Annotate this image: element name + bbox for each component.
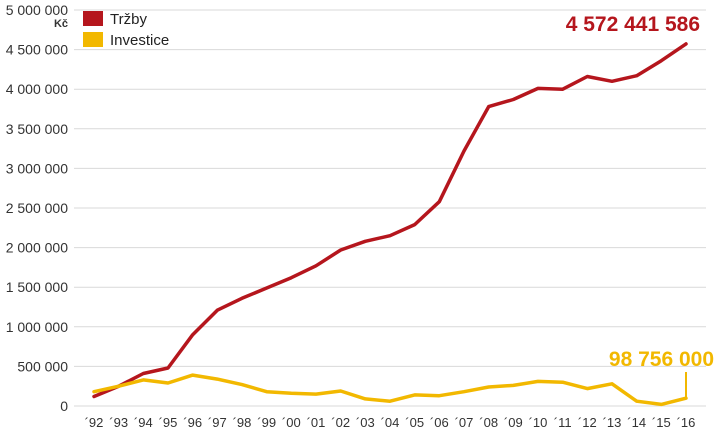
- x-tick-label: ´00: [282, 415, 301, 430]
- x-tick-label: ´14: [627, 415, 646, 430]
- x-tick-label: ´02: [331, 415, 350, 430]
- grid-lines: [74, 9, 706, 407]
- x-tick-label: ´99: [257, 415, 276, 430]
- y-tick-label: 500 000: [17, 358, 68, 374]
- y-tick-label: 2 500 000: [6, 200, 68, 216]
- y-tick-label: 0: [60, 398, 68, 414]
- series-line-trzby: [92, 42, 688, 399]
- y-tick-label: 3 000 000: [6, 160, 68, 176]
- y-axis-ticks: 0 500 000 1 000 000 1 500 000 2 000 000 2 500…: [6, 2, 69, 414]
- y-axis-unit: Kč: [54, 18, 68, 30]
- x-tick-label: ´03: [356, 415, 375, 430]
- x-tick-label: ´05: [405, 415, 424, 430]
- x-tick-label: ´10: [529, 415, 548, 430]
- y-tick-label: 5 000 000: [6, 2, 68, 18]
- x-tick-label: ´06: [430, 415, 449, 430]
- x-tick-label: ´15: [652, 415, 671, 430]
- x-tick-label: ´94: [134, 415, 153, 430]
- y-tick-label: 1 000 000: [6, 319, 68, 335]
- x-tick-label: ´93: [109, 415, 128, 430]
- x-tick-label: ´96: [183, 415, 202, 430]
- legend: Tržby Investice: [83, 11, 169, 49]
- x-tick-label: ´97: [208, 415, 227, 430]
- y-tick-label: 4 500 000: [6, 42, 68, 58]
- x-tick-label: ´16: [677, 415, 696, 430]
- series-lines: [92, 42, 688, 407]
- x-tick-label: ´01: [307, 415, 326, 430]
- legend-swatch-investice: [83, 32, 103, 47]
- x-tick-label: ´07: [455, 415, 474, 430]
- x-tick-label: ´95: [159, 415, 178, 430]
- x-tick-label: ´13: [603, 415, 622, 430]
- legend-label-investice: Investice: [110, 32, 169, 49]
- x-tick-label: ´98: [233, 415, 252, 430]
- y-tick-label: 3 500 000: [6, 121, 68, 137]
- x-tick-label: ´92: [85, 415, 104, 430]
- x-tick-label: ´04: [381, 415, 400, 430]
- series-line-investice: [92, 373, 688, 407]
- y-tick-label: 1 500 000: [6, 279, 68, 295]
- legend-swatch-trzby: [83, 11, 103, 26]
- y-tick-label: 2 000 000: [6, 240, 68, 256]
- y-tick-label: 4 000 000: [6, 81, 68, 97]
- end-label-investice: 98 756 000: [609, 348, 714, 371]
- end-label-trzby: 4 572 441 586: [566, 13, 700, 36]
- legend-label-trzby: Tržby: [110, 11, 147, 28]
- x-tick-label: ´12: [578, 415, 597, 430]
- x-tick-label: ´09: [504, 415, 523, 430]
- x-tick-label: ´08: [479, 415, 498, 430]
- x-tick-label: ´11: [554, 415, 572, 430]
- x-axis-ticks: ´92 ´93 ´94 ´95 ´96 ´97 ´98 ´99 ´00 ´01 ´02 ´03 ´04 ´…: [85, 415, 696, 430]
